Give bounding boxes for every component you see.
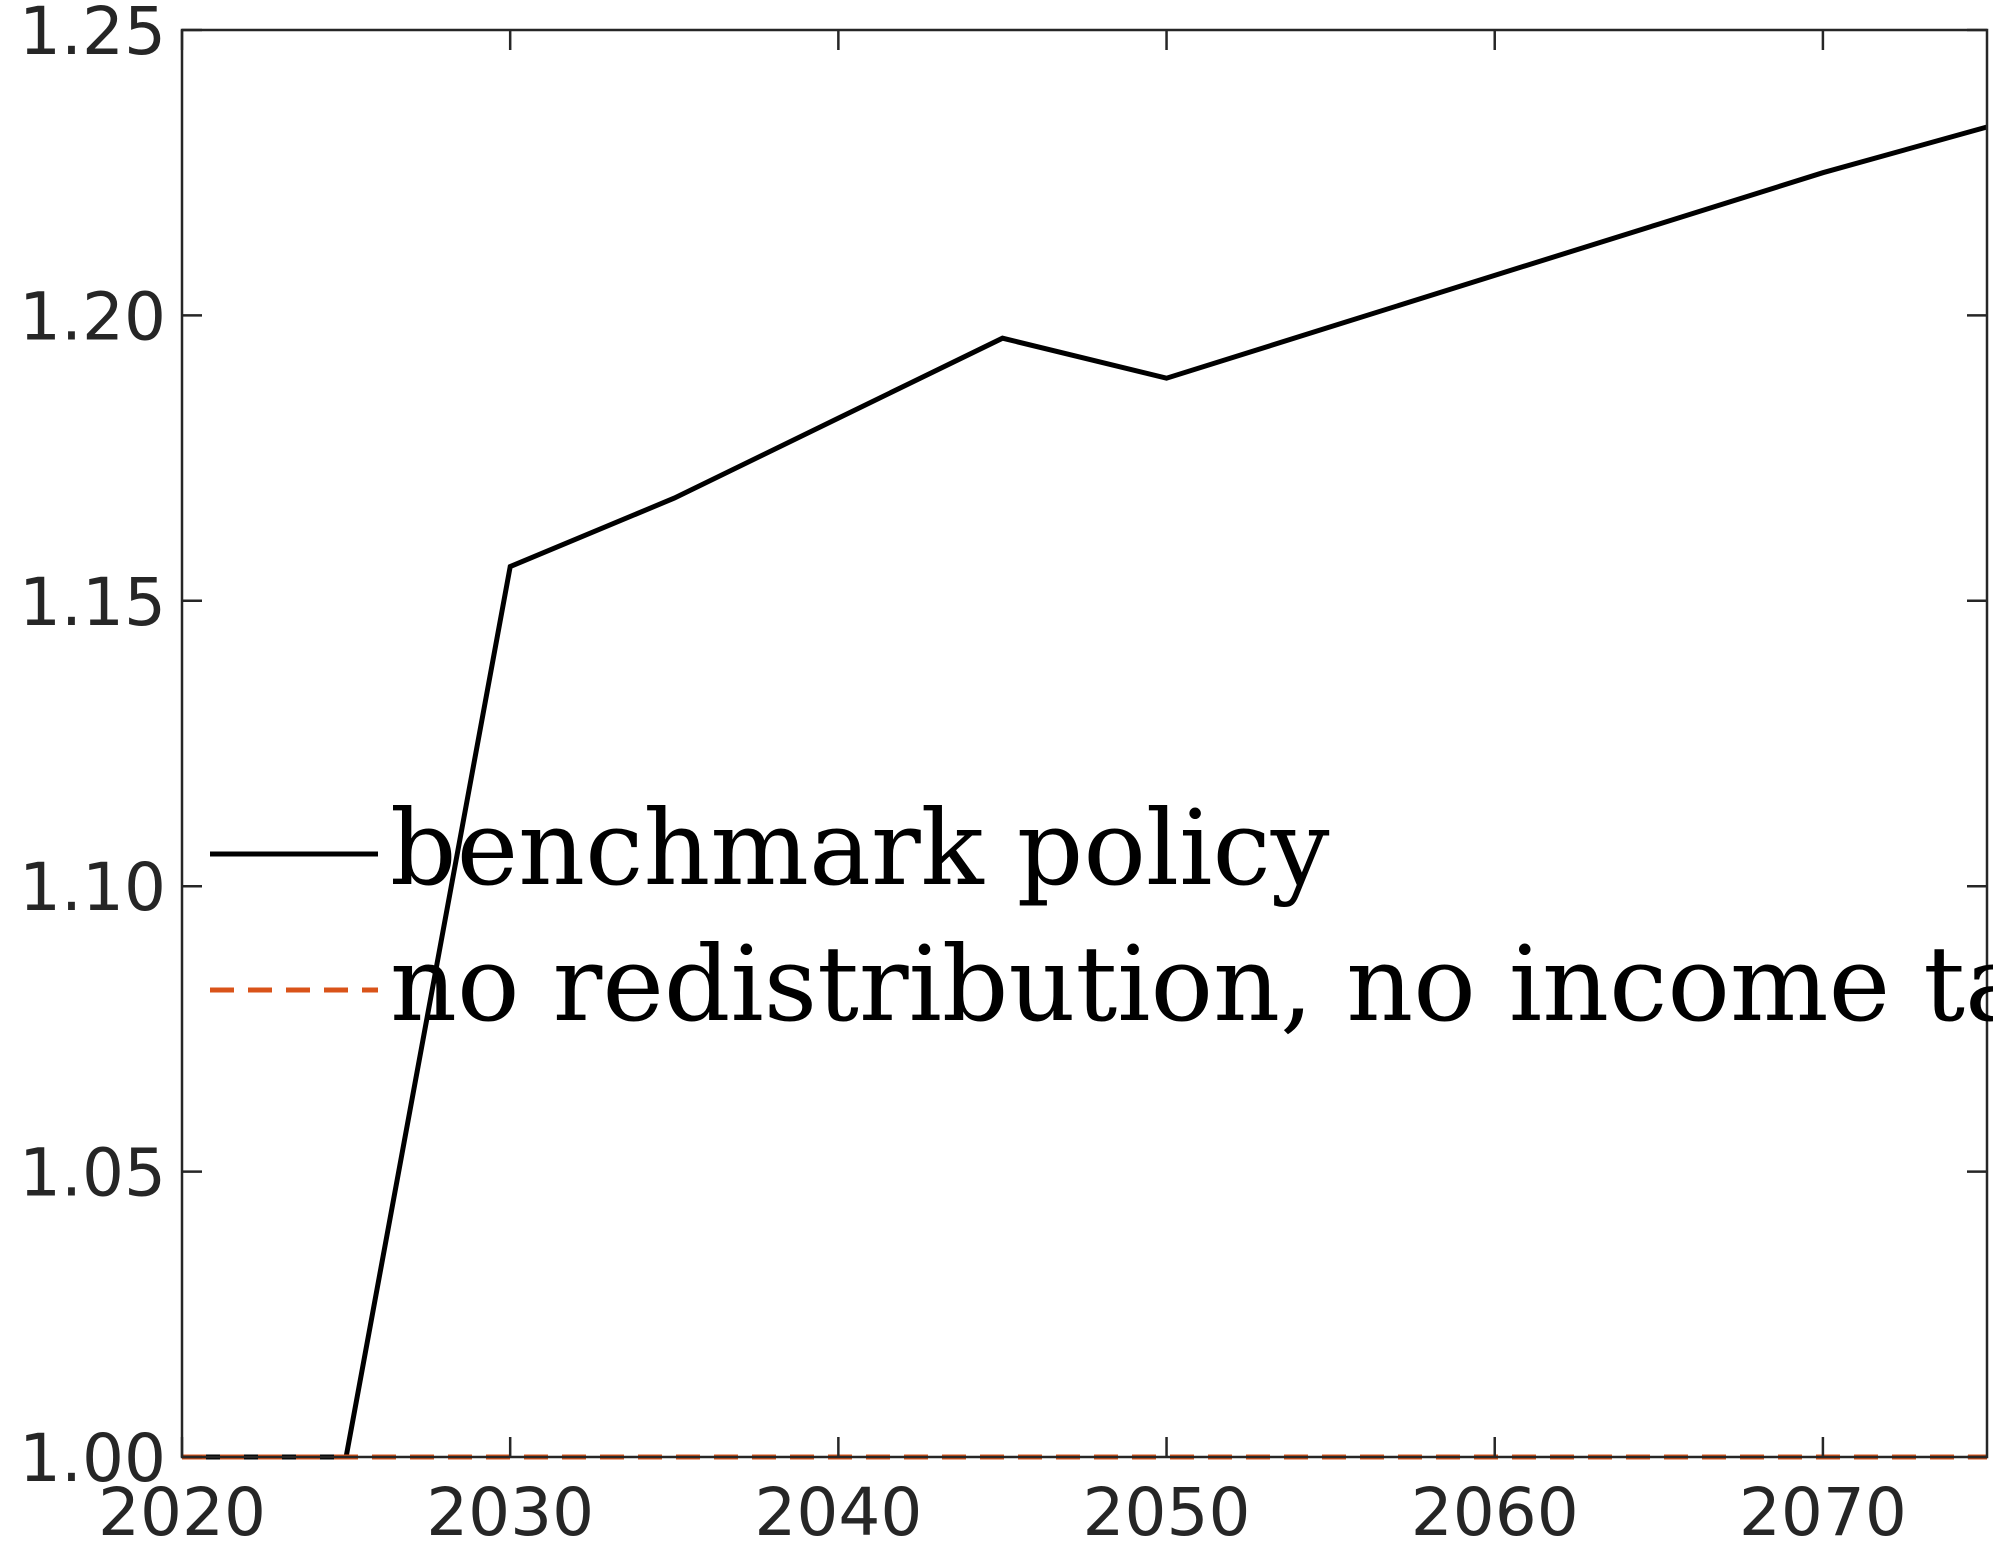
y-tick-label: 1.20 <box>19 278 166 355</box>
y-tick-label: 1.10 <box>19 849 166 926</box>
legend-label-2: no redistribution, no income tax <box>390 923 1993 1045</box>
tick-labels: 2020 2030 2040 2050 2060 2070 1.00 1.05 1.10 1.15… <box>19 0 1907 1551</box>
y-tick-label: 1.25 <box>19 0 166 70</box>
series-line-1 <box>182 124 1988 1460</box>
x-tick-label: 2030 <box>426 1474 594 1551</box>
axes-box <box>180 28 1989 1459</box>
axes <box>180 28 1989 1459</box>
legend-label-1: benchmark policy <box>390 787 1330 909</box>
x-tick-label: 2020 <box>98 1474 266 1551</box>
y-tick-label: 1.00 <box>19 1420 166 1497</box>
y-tick-label: 1.15 <box>19 564 166 641</box>
x-tick-label: 2060 <box>1411 1474 1579 1551</box>
y-tick-label: 1.05 <box>19 1135 166 1212</box>
x-tick-label: 2050 <box>1083 1474 1251 1551</box>
x-tick-label: 2070 <box>1739 1474 1907 1551</box>
legend: benchmark policy no redistribution, no in… <box>210 787 1993 1045</box>
x-tick-label: 2040 <box>754 1474 922 1551</box>
